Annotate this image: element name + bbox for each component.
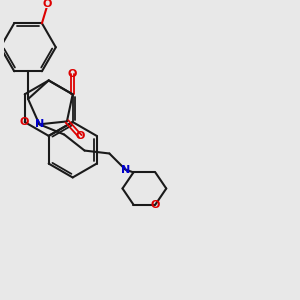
Text: O: O xyxy=(68,69,77,79)
Text: N: N xyxy=(35,119,44,129)
Text: O: O xyxy=(151,200,160,210)
Text: O: O xyxy=(20,117,29,127)
Text: O: O xyxy=(43,0,52,9)
Text: O: O xyxy=(76,131,85,141)
Text: N: N xyxy=(121,164,130,175)
